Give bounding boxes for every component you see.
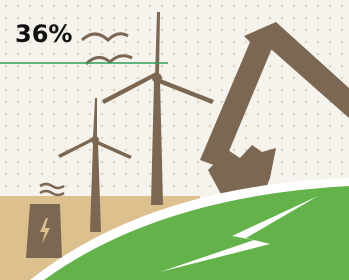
page: 36% (() => { const data = JSON.parse(doc… [0, 0, 349, 280]
stat-value: 36% [15, 20, 72, 48]
illustration: 36% [0, 0, 349, 280]
